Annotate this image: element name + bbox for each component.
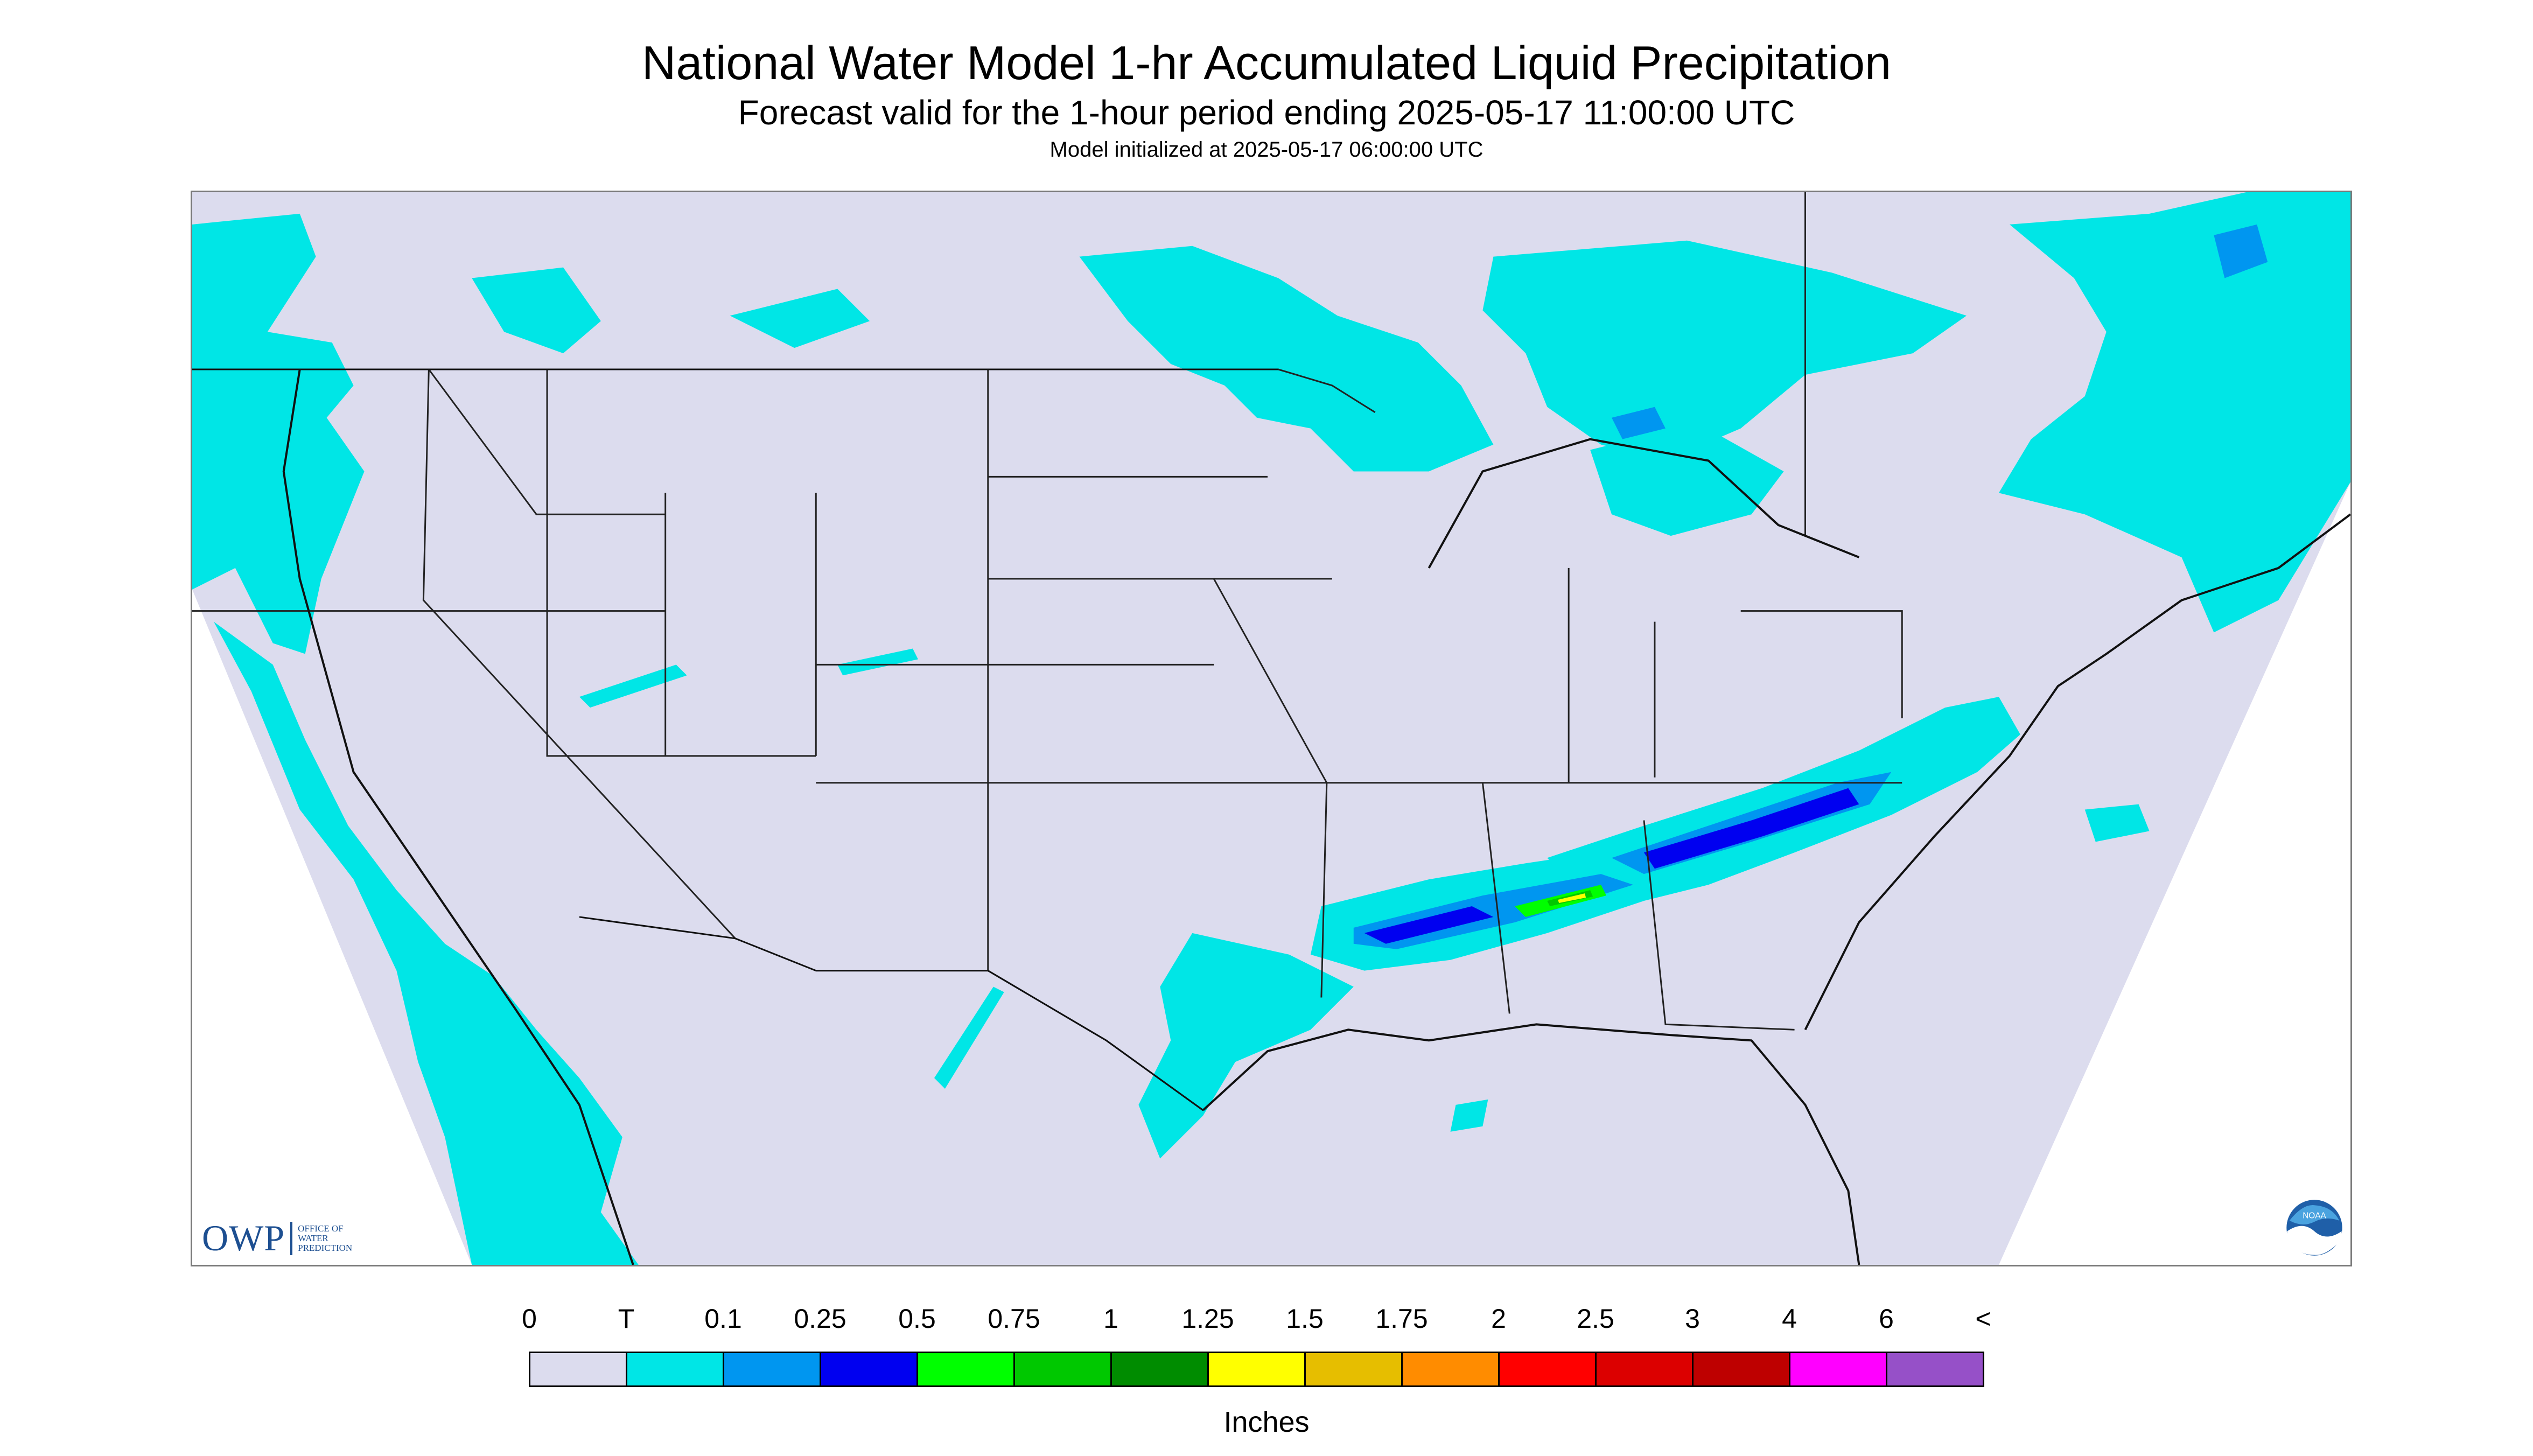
map-canvas — [192, 192, 2350, 1265]
legend-units-label: Inches — [1223, 1406, 1310, 1438]
legend-label: 0.5 — [898, 1304, 936, 1334]
legend-swatch — [916, 1352, 1015, 1387]
precip-california-coast — [213, 621, 639, 1265]
legend-color-bar — [529, 1352, 1984, 1387]
owp-subtext-line-1: OFFICE OF — [298, 1223, 344, 1234]
precip-montana — [730, 289, 870, 348]
precip-quebec-0.1 — [2214, 224, 2268, 278]
coastlines — [282, 369, 2350, 1265]
legend-swatch — [529, 1352, 627, 1387]
owp-logo-divider — [290, 1221, 293, 1255]
legend-label: 6 — [1879, 1304, 1894, 1334]
legend-label: 4 — [1782, 1304, 1797, 1334]
legend-label: 2 — [1491, 1304, 1506, 1334]
legend-swatch — [820, 1352, 918, 1387]
legend-label: 1 — [1103, 1304, 1118, 1334]
precip-great-lakes — [1482, 240, 1967, 461]
precipitation-map: OWP OFFICE OF WATER PREDICTION NOAA — [191, 191, 2352, 1266]
state-boundaries — [192, 192, 1903, 1111]
owp-logo-subtext: OFFICE OF WATER PREDICTION — [298, 1223, 373, 1253]
legend-label: < — [1975, 1304, 1991, 1334]
owp-logo: OWP OFFICE OF WATER PREDICTION — [202, 1217, 373, 1259]
legend-label: 0 — [522, 1304, 537, 1334]
precip-minnesota-ontario — [1079, 246, 1494, 472]
legend-label: 1.5 — [1286, 1304, 1324, 1334]
legend-swatch — [1595, 1352, 1694, 1387]
legend-label: 1.25 — [1181, 1304, 1234, 1334]
legend-label: 0.25 — [794, 1304, 846, 1334]
legend-swatch — [1789, 1352, 1887, 1387]
legend-swatch — [723, 1352, 821, 1387]
legend-label: 0.75 — [988, 1304, 1040, 1334]
noaa-logo-text: NOAA — [2303, 1211, 2326, 1220]
legend-labels: 0 T 0.1 0.25 0.5 0.75 1 1.25 1.5 1.75 2 2.5 3 4 6 < — [522, 1303, 2015, 1334]
forecast-valid-subtitle: Forecast valid for the 1-hour period end… — [738, 93, 1795, 132]
precip-southeast-band-0.25 — [1364, 906, 1494, 944]
legend-swatch — [1013, 1352, 1112, 1387]
map-title: National Water Model 1-hr Accumulated Li… — [641, 36, 1892, 89]
legend-label: T — [618, 1304, 635, 1334]
precip-legend: 0 T 0.1 0.25 0.5 0.75 1 1.25 1.5 1.75 2 2.5 3 4 6 < — [522, 1303, 2015, 1389]
precip-pacific-northwest — [192, 213, 365, 654]
legend-swatch — [1886, 1352, 1984, 1387]
heavier-precip-areas — [1353, 224, 2268, 949]
precip-atlantic-offshore — [2084, 804, 2150, 842]
precip-rockies-north — [472, 267, 601, 354]
precip-colorado-streaks — [579, 648, 918, 708]
model-init-line: Model initialized at 2025-05-17 06:00:00… — [1049, 138, 1484, 162]
legend-label: 0.1 — [704, 1304, 742, 1334]
legend-label: 2.5 — [1577, 1304, 1614, 1334]
legend-swatch — [1304, 1352, 1403, 1387]
legend-swatch — [1207, 1352, 1306, 1387]
precip-texas-streak — [934, 986, 1004, 1089]
precip-ohio-band-0.25 — [1643, 788, 1859, 869]
legend-swatch — [626, 1352, 724, 1387]
noaa-logo-icon: NOAA — [2285, 1199, 2343, 1257]
legend-swatch — [1498, 1352, 1597, 1387]
precip-michigan-ontario — [1590, 423, 1784, 536]
precip-lake-superior-0.1 — [1612, 407, 1666, 439]
legend-label: 3 — [1685, 1304, 1700, 1334]
legend-swatch — [1401, 1352, 1500, 1387]
model-domain — [192, 192, 2350, 1265]
precip-southeast-band-1.25 — [1558, 893, 1586, 904]
precip-gulf-offshore — [1450, 1099, 1488, 1132]
owp-subtext-line-2: WATER — [298, 1233, 328, 1243]
owp-logo-text: OWP — [202, 1217, 285, 1258]
legend-label: 1.75 — [1375, 1304, 1428, 1334]
legend-swatch — [1692, 1352, 1790, 1387]
precip-new-england — [1998, 192, 2350, 633]
mexico-border — [579, 916, 1204, 1111]
owp-subtext-line-3: PREDICTION — [298, 1242, 353, 1253]
legend-swatch — [1110, 1352, 1209, 1387]
